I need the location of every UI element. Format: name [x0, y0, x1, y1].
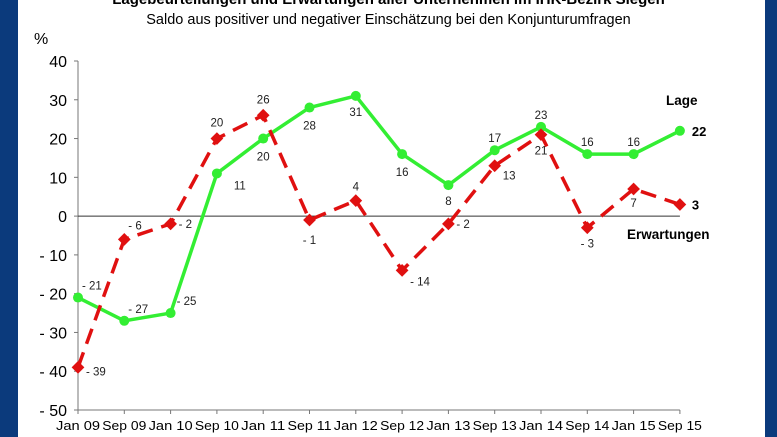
data-point-lage — [628, 149, 639, 160]
y-tick-label: - 30 — [39, 325, 67, 342]
data-point-lage — [165, 308, 176, 319]
data-label-lage: 28 — [303, 121, 316, 133]
data-point-erwartungen — [442, 217, 455, 231]
chart-subtitle: Saldo aus positiver und negativer Einsch… — [146, 12, 631, 28]
y-tick-label: - 20 — [39, 287, 67, 304]
data-label-lage: 23 — [535, 110, 548, 122]
data-label-erwartungen: 21 — [535, 146, 548, 158]
x-tick-label: Jan 12 — [334, 419, 378, 433]
data-label-lage: - 25 — [177, 296, 197, 308]
y-tick-label: - 10 — [39, 248, 67, 265]
data-point-lage — [73, 292, 83, 303]
x-tick-label: Sep 09 — [102, 419, 146, 433]
data-label-erwartungen: - 14 — [410, 276, 430, 288]
data-label-erwartungen: - 2 — [456, 219, 469, 231]
data-label-erwartungen: 4 — [353, 182, 360, 194]
x-tick-label: Sep 11 — [288, 419, 332, 433]
data-point-erwartungen — [164, 217, 177, 231]
data-label-erwartungen: - 6 — [128, 220, 141, 232]
data-point-lage — [489, 145, 500, 156]
data-label-erwartungen: 26 — [257, 94, 270, 106]
x-tick-label: Jan 10 — [149, 419, 193, 433]
y-tick-label: - 50 — [39, 403, 67, 420]
y-tick-label: 40 — [49, 54, 67, 71]
data-label-lage: 31 — [349, 107, 362, 119]
data-label-lage: 16 — [627, 137, 640, 149]
data-point-erwartungen — [395, 264, 409, 277]
data-label-erwartungen: - 2 — [179, 219, 192, 231]
legend-label-lage: Lage — [666, 93, 698, 108]
data-point-lage — [674, 125, 685, 136]
y-tick-label: 30 — [49, 93, 67, 110]
data-point-erwartungen — [303, 213, 316, 227]
x-tick-label: Jan 15 — [612, 419, 656, 433]
series-line-lage — [77, 94, 681, 323]
data-label-lage: 20 — [257, 152, 270, 164]
data-label-lage: 22 — [692, 124, 706, 139]
x-tick-label: Sep 12 — [380, 419, 424, 433]
data-label-erwartungen: - 3 — [581, 239, 594, 251]
y-tick-label: 20 — [49, 132, 67, 149]
data-point-erwartungen — [210, 132, 224, 145]
data-label-lage: - 21 — [82, 281, 102, 293]
data-point-lage — [582, 149, 593, 160]
x-tick-label: Jan 13 — [426, 419, 470, 433]
data-point-lage — [350, 90, 361, 101]
x-tick-label: Jan 11 — [241, 419, 285, 433]
data-label-lage: 17 — [488, 133, 501, 145]
x-tick-label: Sep 13 — [473, 419, 517, 433]
x-tick-label: Jan 09 — [56, 419, 100, 433]
y-tick-label: - 40 — [39, 364, 67, 381]
data-point-erwartungen — [673, 198, 687, 211]
data-label-erwartungen: - 1 — [303, 235, 316, 247]
data-label-lage: 11 — [234, 180, 246, 192]
data-label-erwartungen: 7 — [630, 198, 636, 210]
data-label-erwartungen: 13 — [503, 171, 516, 183]
x-tick-label: Sep 10 — [195, 419, 239, 433]
chart-panel — [18, 0, 765, 437]
y-tick-label: 0 — [58, 209, 67, 226]
data-label-erwartungen: 20 — [211, 118, 224, 130]
data-label-lage: 16 — [396, 167, 409, 179]
data-point-erwartungen — [488, 159, 502, 173]
data-point-lage — [258, 133, 269, 144]
data-point-lage — [443, 180, 454, 191]
data-point-lage — [119, 315, 130, 326]
data-label-lage: - 27 — [128, 304, 148, 316]
data-point-erwartungen — [349, 194, 363, 207]
x-tick-label: Jan 14 — [519, 419, 563, 433]
y-axis-label: % — [34, 31, 48, 48]
data-label-erwartungen: - 39 — [86, 366, 106, 378]
chart-title: Lagebeurteilungen und Erwartungen aller … — [0, 0, 777, 8]
data-point-lage — [304, 102, 315, 113]
legend-label-erwartungen: Erwartungen — [627, 227, 710, 242]
series-line-erwartungen — [76, 113, 681, 368]
data-label-lage: 8 — [445, 196, 451, 208]
data-point-erwartungen — [117, 233, 131, 246]
data-point-erwartungen — [256, 108, 270, 122]
y-tick-label: 10 — [49, 170, 67, 187]
x-tick-label: Sep 15 — [658, 419, 702, 433]
data-point-lage — [397, 149, 408, 160]
data-label-lage: 16 — [581, 137, 594, 149]
data-point-erwartungen — [71, 360, 85, 374]
data-label-erwartungen: 3 — [692, 197, 699, 212]
x-tick-label: Sep 14 — [565, 419, 609, 433]
data-point-lage — [536, 121, 546, 132]
data-point-lage — [211, 168, 222, 179]
